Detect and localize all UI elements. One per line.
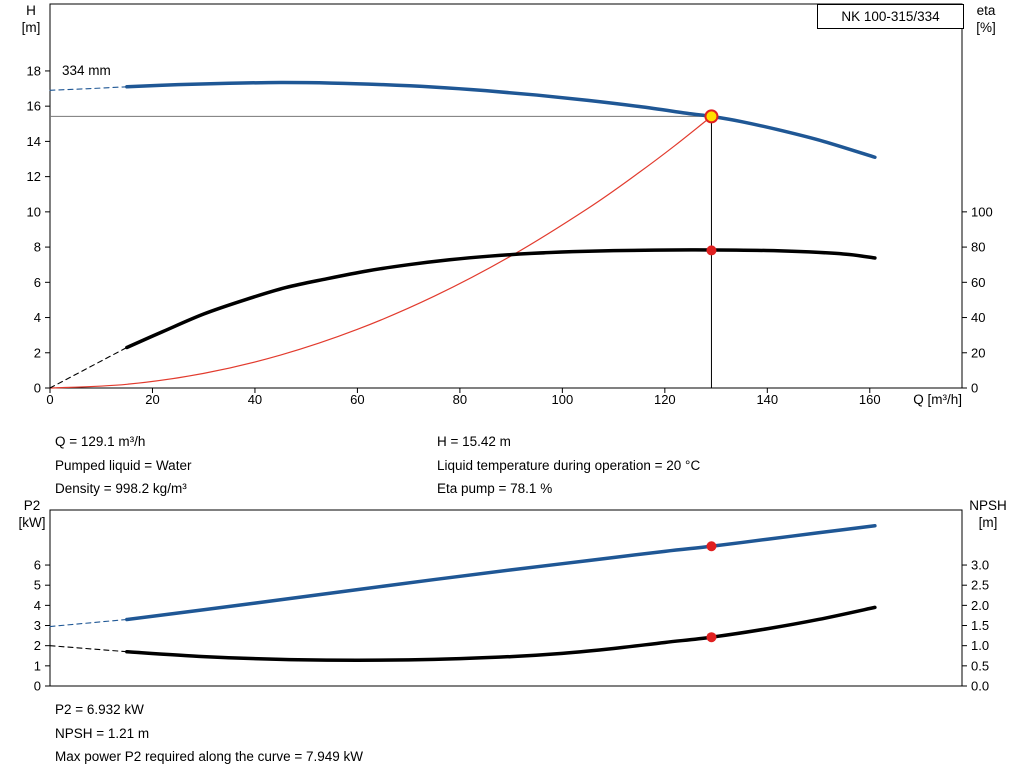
y-right-tick-label: 0	[971, 381, 978, 396]
pump-model-box: NK 100-315/334	[817, 4, 964, 29]
y-left-tick-label: 6	[34, 558, 41, 573]
y-left-tick-label: 3	[34, 618, 41, 633]
plot-frame	[49, 3, 963, 389]
head-efficiency-chart: 0 2 4 6 8 10 12 14 16 18 0 20 40 60 80 100 0 20 40 60 80 100 1…	[22, 3, 996, 407]
y-right-tick-label: 1.5	[971, 618, 989, 633]
x-axis-title: Q [m³/h]	[913, 392, 962, 407]
y-right-tick-label: 0.5	[971, 658, 989, 673]
power-npsh-chart: 0 1 2 3 4 5 6 0.0 0.5 1.0 1.5 2.0 2.5 3.0 P2 [kW] NPSH [m…	[19, 498, 1007, 694]
result-max-power: Max power P2 required along the curve = …	[55, 749, 364, 764]
result-p2: P2 = 6.932 kW	[55, 702, 144, 717]
p2-curve-extension	[49, 618, 128, 628]
y-left-tick-label: 12	[27, 169, 41, 184]
y-left-tick-label: 16	[27, 99, 41, 114]
result-eta-pump: Eta pump = 78.1 %	[437, 481, 553, 496]
y-left-tick-label: 8	[34, 240, 41, 255]
result-q: Q = 129.1 m³/h	[55, 434, 146, 449]
y-left-tick-label: 2	[34, 345, 41, 360]
y-right-tick-label: 0.0	[971, 679, 989, 694]
y-right-axis-title: [m]	[979, 515, 998, 530]
eta-point-marker	[706, 245, 717, 256]
y-right-axis-title: NPSH	[969, 498, 1007, 513]
y-left-tick-label: 14	[27, 134, 41, 149]
eta-curve	[125, 248, 877, 350]
y-left-tick-label: 4	[34, 598, 41, 613]
y-left-tick-label: 0	[34, 381, 41, 396]
x-tick-label: 120	[654, 392, 676, 407]
x-tick-label: 140	[756, 392, 778, 407]
y-right-tick-label: 60	[971, 275, 985, 290]
head-curve-extension	[49, 86, 128, 91]
system-curve	[49, 115, 713, 389]
result-npsh: NPSH = 1.21 m	[55, 725, 150, 741]
y-left-tick-label: 5	[34, 578, 41, 593]
x-tick-label: 20	[145, 392, 159, 407]
npsh-curve-extension	[49, 645, 128, 653]
y-left-tick-label: 4	[34, 310, 41, 325]
duty-point-marker	[704, 109, 719, 124]
y-left-tick-label: 0	[34, 679, 41, 694]
result-density: Density = 998.2 kg/m³	[55, 481, 187, 496]
y-left-axis-title: P2	[24, 498, 41, 513]
npsh-curve	[125, 605, 877, 662]
y-right-tick-label: 3.0	[971, 558, 989, 573]
duty-results-left: Q = 129.1 m³/h Pumped liquid = Water Den…	[55, 430, 191, 501]
plot-frame	[49, 509, 963, 687]
y-left-axis-title: [m]	[22, 20, 41, 35]
y-right-tick-label: 100	[971, 204, 993, 219]
y-left-tick-label: 2	[34, 638, 41, 653]
y-right-tick-label: 20	[971, 345, 985, 360]
p2-point-marker	[706, 541, 717, 552]
x-tick-label: 40	[248, 392, 262, 407]
eta-curve-extension	[49, 346, 128, 389]
result-liquid-temp: Liquid temperature during operation = 20…	[437, 457, 701, 473]
y-right-tick-label: 2.5	[971, 578, 989, 593]
y-right-tick-label: 1.0	[971, 638, 989, 653]
y-right-tick-label: 40	[971, 310, 985, 325]
y-left-tick-label: 18	[27, 63, 41, 78]
x-tick-label: 60	[350, 392, 364, 407]
pump-model-label: NK 100-315/334	[841, 9, 940, 24]
y-right-axis-title: eta	[977, 3, 996, 18]
y-right-tick-label: 80	[971, 240, 985, 255]
y-left-tick-label: 1	[34, 658, 41, 673]
result-h: H = 15.42 m	[437, 434, 511, 449]
y-left-axis-title: [kW]	[19, 515, 46, 530]
duty-results-right: H = 15.42 m Liquid temperature during op…	[437, 430, 700, 501]
result-pumped-liquid: Pumped liquid = Water	[55, 457, 192, 473]
impeller-diameter-label: 334 mm	[62, 63, 111, 78]
x-tick-label: 0	[46, 392, 53, 407]
y-left-tick-label: 10	[27, 204, 41, 219]
x-tick-label: 160	[859, 392, 881, 407]
y-left-axis-title: H	[26, 3, 36, 18]
y-right-tick-label: 2.0	[971, 598, 989, 613]
p2-curve	[125, 523, 877, 622]
y-right-axis-title: [%]	[976, 20, 996, 35]
y-left-tick-label: 6	[34, 275, 41, 290]
power-results: P2 = 6.932 kW NPSH = 1.21 m Max power P2…	[55, 698, 363, 769]
head-curve-334mm	[125, 80, 877, 159]
x-tick-label: 100	[552, 392, 574, 407]
npsh-point-marker	[706, 632, 717, 643]
x-tick-label: 80	[453, 392, 467, 407]
